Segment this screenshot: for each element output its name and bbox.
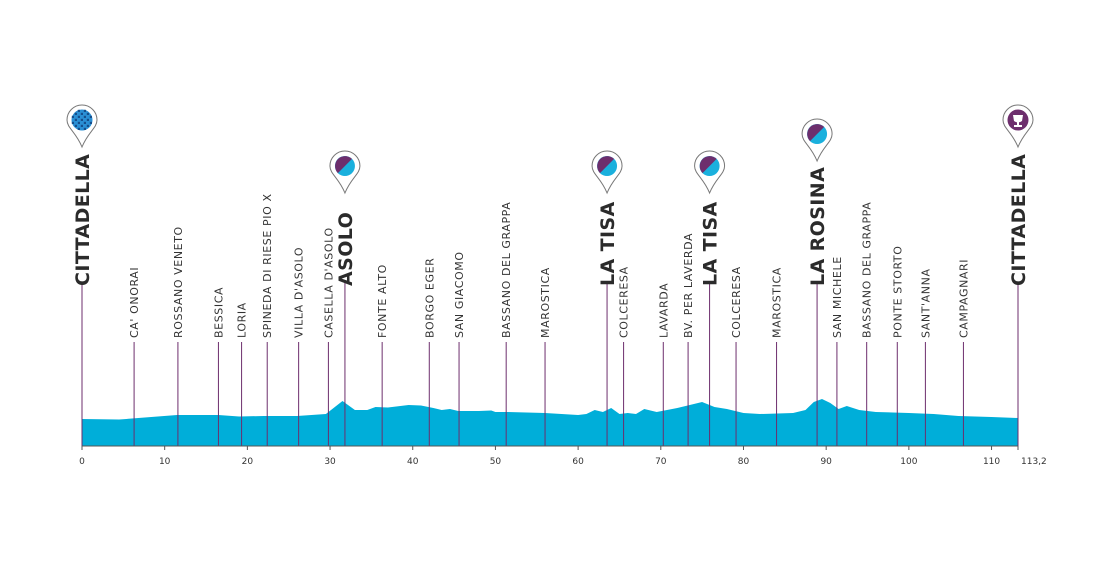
checkered-flag-icon-0: [66, 104, 98, 149]
climb-icon-14: [591, 150, 623, 195]
place-label-21: LA ROSINA: [807, 167, 829, 286]
checker-square: [86, 112, 89, 115]
place-label-25: SANT'ANNA: [919, 268, 932, 338]
checker-square: [74, 112, 77, 115]
place-label-6: VILLA D'ASOLO: [293, 247, 306, 338]
place-icons: [66, 104, 1034, 195]
x-tick-label-6: 60: [572, 457, 584, 467]
place-label-10: BORGO EGER: [423, 258, 436, 338]
x-tick-label-5: 50: [490, 457, 502, 467]
trophy-cup: [1013, 115, 1023, 123]
place-label-22: SAN MICHELE: [831, 256, 844, 338]
checker-square: [74, 118, 77, 121]
x-tick-label-11: 110: [983, 457, 1000, 467]
x-tick-label-2: 20: [242, 457, 254, 467]
checker-square: [83, 127, 86, 130]
profile-area-layer: [82, 399, 1018, 446]
x-tick-label-7: 70: [655, 457, 667, 467]
x-tick-label-1: 10: [159, 457, 171, 467]
checker-square: [80, 124, 83, 127]
place-label-9: FONTE ALTO: [376, 264, 389, 338]
place-label-23: BASSANO DEL GRAPPA: [861, 202, 874, 338]
climb-icon-18: [694, 150, 726, 195]
trophy-base: [1014, 125, 1022, 127]
place-label-27: CITTADELLA: [1008, 154, 1030, 286]
x-tick-label-9: 90: [820, 457, 832, 467]
checker-square: [77, 115, 80, 118]
place-label-1: CA' ONORAI: [128, 267, 141, 338]
place-label-2: ROSSANO VENETO: [172, 226, 185, 338]
checker-square: [77, 109, 80, 112]
climb-disc-purple-half: [597, 156, 615, 174]
place-label-0: CITTADELLA: [72, 154, 94, 286]
checker-square: [83, 109, 86, 112]
checker-square: [89, 115, 92, 118]
x-tick-label-3: 30: [324, 457, 336, 467]
checker-square: [83, 121, 86, 124]
checker-square: [77, 121, 80, 124]
place-label-26: CAMPAGNARI: [957, 259, 970, 338]
place-label-11: SAN GIACOMO: [453, 251, 466, 338]
climb-disc-purple-half: [335, 156, 353, 174]
x-tick-label-4: 40: [407, 457, 419, 467]
place-label-3: BESSICA: [212, 287, 225, 338]
x-tick-label-0: 0: [79, 457, 85, 467]
checker-square: [71, 115, 74, 118]
trophy-icon-27: [1002, 104, 1034, 149]
place-label-5: SPINEDA DI RIESE PIO X: [261, 193, 274, 338]
place-label-16: LAVARDA: [657, 283, 670, 338]
place-label-15: COLCERESA: [618, 266, 631, 338]
checker-square: [80, 112, 83, 115]
place-label-12: BASSANO DEL GRAPPA: [500, 202, 513, 338]
place-label-18: LA TISA: [700, 201, 722, 286]
place-label-17: BV. PER LAVERDA: [682, 233, 695, 338]
place-label-14: LA TISA: [597, 201, 619, 286]
checker-square: [86, 124, 89, 127]
checker-square: [89, 121, 92, 124]
climb-icon-8: [329, 150, 361, 195]
place-label-7: CASELLA D'ASOLO: [322, 227, 335, 338]
place-label-8: ASOLO: [335, 212, 357, 286]
elevation-profile: [82, 399, 1018, 446]
place-label-20: MAROSTICA: [771, 267, 784, 338]
climb-disc-purple-half: [807, 124, 825, 142]
x-tick-label-12: 113,2: [1021, 457, 1047, 467]
place-label-24: PONTE STORTO: [891, 246, 904, 338]
checker-square: [86, 118, 89, 121]
distance-axis: 0 10 20 30 40 50 60 70 80 90 100 110 113,2: [79, 445, 1047, 467]
place-label-19: COLCERESA: [730, 266, 743, 338]
x-tick-label-8: 80: [738, 457, 750, 467]
checker-square: [83, 115, 86, 118]
place-labels: CITTADELLA CA' ONORAI ROSSANO VENETO BESSIC…: [72, 154, 1030, 338]
checker-square: [80, 118, 83, 121]
checker-square: [74, 124, 77, 127]
climb-disc-purple-half: [699, 156, 717, 174]
x-tick-label-10: 100: [900, 457, 917, 467]
trophy-stem: [1017, 122, 1019, 125]
checker-square: [71, 121, 74, 124]
place-label-4: LORIA: [236, 302, 249, 338]
checker-square: [77, 127, 80, 130]
climb-icon-21: [801, 118, 833, 163]
place-label-13: MAROSTICA: [539, 267, 552, 338]
place-marker-lines: [81, 282, 1019, 446]
